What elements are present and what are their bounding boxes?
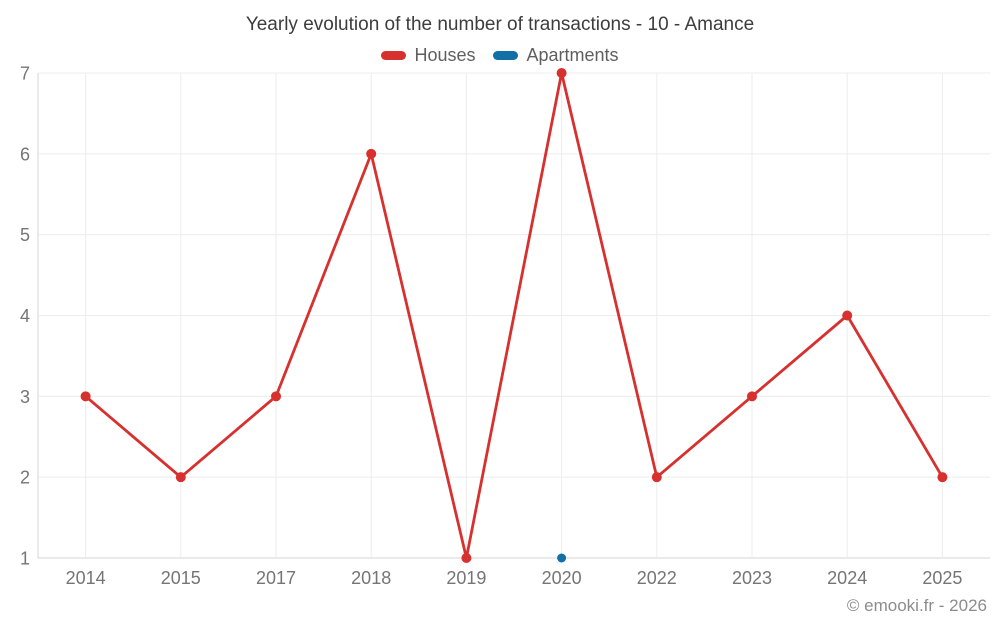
houses-legend-swatch-icon	[381, 51, 407, 60]
x-tick-label: 2015	[161, 568, 201, 588]
houses-point-2025	[937, 472, 948, 483]
houses-point-2019	[461, 553, 472, 563]
chart-title: Yearly evolution of the number of transa…	[245, 14, 755, 35]
y-tick-label: 7	[20, 64, 30, 84]
apartments-legend-swatch-icon	[493, 51, 519, 60]
legend-item-apartments[interactable]: Apartments	[493, 45, 619, 66]
y-tick-label: 1	[20, 549, 30, 569]
y-tick-label: 3	[20, 387, 30, 407]
x-tick-label: 2020	[542, 568, 582, 588]
houses-line	[84, 71, 944, 560]
x-tick-label: 2022	[637, 568, 677, 588]
houses-point-2022	[651, 472, 662, 483]
watermark: © emooki.fr - 2026	[846, 596, 987, 615]
houses-point-2014	[80, 391, 91, 402]
apartments-legend-label: Apartments	[526, 45, 619, 65]
y-tick-label: 2	[20, 468, 30, 488]
houses-point-2015	[175, 472, 186, 483]
houses-point-2024	[842, 310, 853, 321]
x-tick-label: 2024	[827, 568, 867, 588]
y-tick-label: 4	[20, 306, 30, 326]
houses-point-2018	[366, 148, 377, 159]
x-tick-label: 2023	[732, 568, 772, 588]
houses-point-2017	[271, 391, 281, 402]
x-tick-label: 2017	[256, 568, 296, 588]
x-tick-label: 2019	[446, 568, 486, 588]
apartments-point-2020	[557, 553, 567, 563]
y-tick-label: 5	[20, 225, 30, 245]
legend-item-houses[interactable]: Houses	[381, 45, 475, 66]
houses-point-2020	[556, 68, 567, 78]
x-tick-label: 2014	[66, 568, 106, 588]
houses-point-2023	[747, 391, 757, 402]
legend: Houses Apartments	[0, 45, 1000, 66]
y-tick-label: 6	[20, 144, 30, 164]
x-tick-label: 2018	[351, 568, 391, 588]
houses-legend-label: Houses	[414, 45, 476, 65]
x-tick-label: 2025	[922, 568, 962, 588]
